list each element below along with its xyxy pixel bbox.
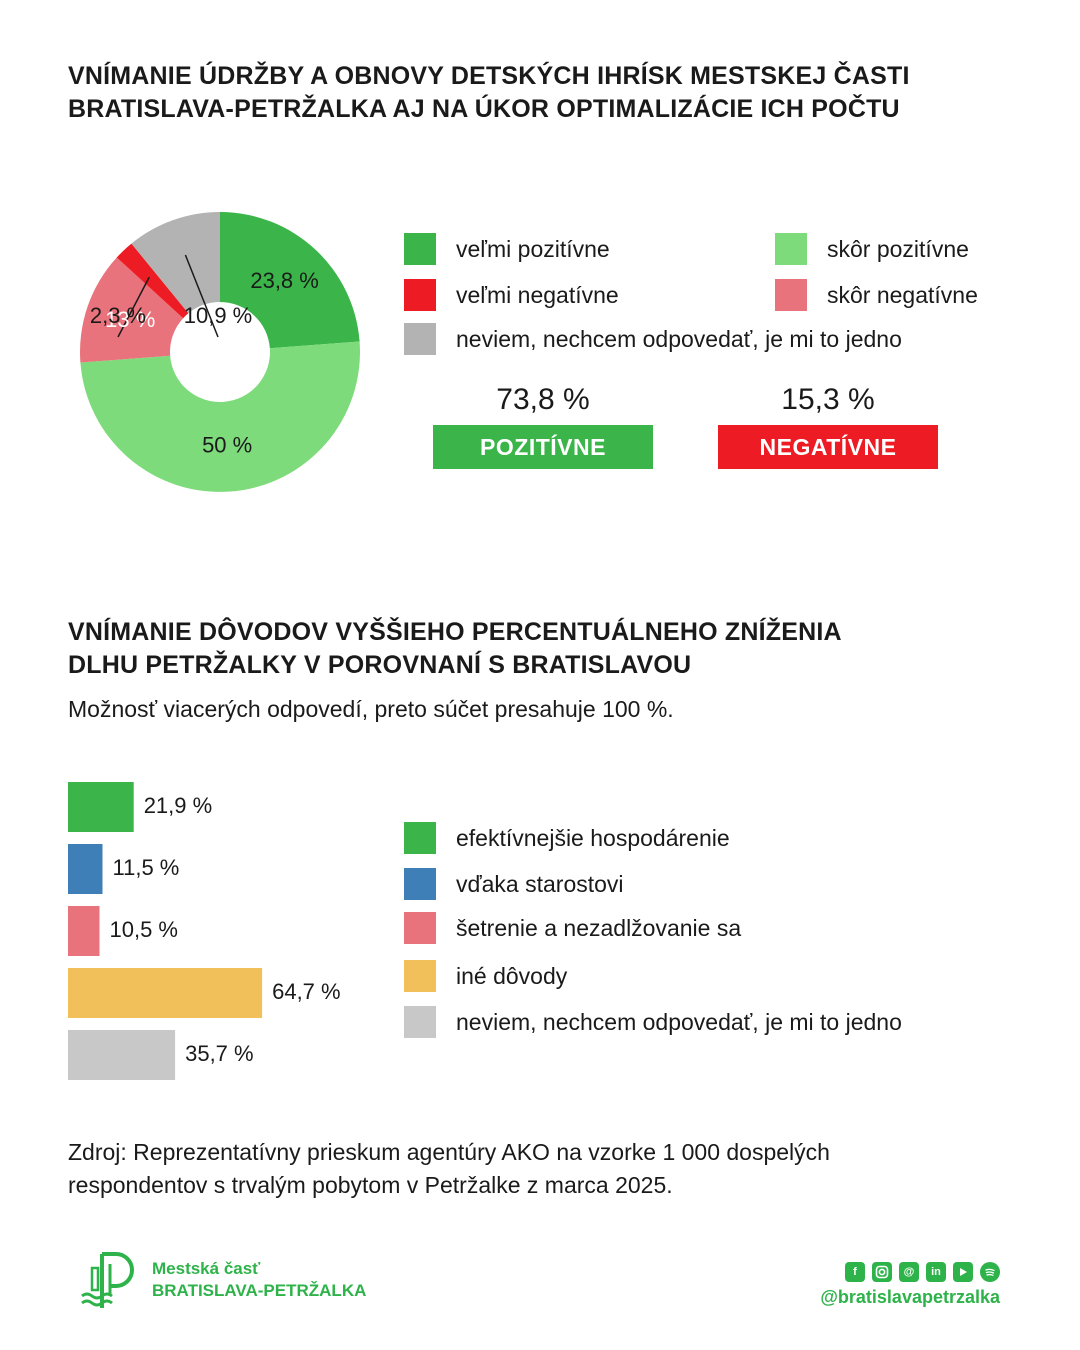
- legend-item-neviem: neviem, nechcem odpovedať, je mi to jedn…: [404, 323, 902, 355]
- donut-slice-velmi-negatívne: [116, 243, 189, 319]
- bar-starosta: [68, 844, 103, 894]
- social-icons: f @ in: [845, 1262, 1000, 1282]
- donut-leader-line: [184, 254, 219, 338]
- legend-item-ine-dovody: iné dôvody: [404, 960, 567, 992]
- legend-swatch: [404, 279, 436, 311]
- logo-text: Mestská časť BRATISLAVA-PETRŽALKA: [152, 1259, 367, 1300]
- donut-label-skor-negativne: 13 %: [105, 307, 155, 332]
- donut-label-velmi-pozitivne: 23,8 %: [250, 268, 319, 293]
- donut-chart: 23,8 % 50 % 13 %2,3 % 10,9 %: [80, 212, 360, 492]
- bar-chart: 21,9 % 11,5 % 10,5 % 64,7 % 35,7 %: [68, 782, 341, 1080]
- legend-swatch: [775, 233, 807, 265]
- legend-item-velmi-pozitivne: veľmi pozitívne: [404, 233, 610, 265]
- bar-label-neviem: 35,7 %: [185, 1041, 254, 1066]
- bar-label-ine-dovody: 64,7 %: [272, 979, 341, 1004]
- donut-label-neviem: 10,9 %: [184, 303, 253, 328]
- legend-swatch: [404, 233, 436, 265]
- legend-item-efektivnejsie: efektívnejšie hospodárenie: [404, 822, 730, 854]
- legend-item-velmi-negativne: veľmi negatívne: [404, 279, 619, 311]
- legend-swatch: [404, 868, 436, 900]
- donut-slice-velmi-pozitivne: [220, 212, 360, 349]
- threads-icon[interactable]: @: [899, 1262, 919, 1282]
- linkedin-icon[interactable]: in: [926, 1262, 946, 1282]
- negative-total-value: 15,3 %: [781, 383, 875, 416]
- legend-swatch: [404, 960, 436, 992]
- social-handle[interactable]: @bratislavapetrzalka: [820, 1287, 1000, 1307]
- district-logo[interactable]: Mestská časť BRATISLAVA-PETRŽALKA: [80, 1250, 366, 1310]
- section1-title: VNÍMANIE ÚDRŽBY A OBNOVY DETSKÝCH IHRÍSK…: [68, 62, 910, 123]
- source-note: Zdroj: Reprezentatívny prieskum agentúry…: [68, 1139, 830, 1198]
- legend-swatch: [404, 1006, 436, 1038]
- bar-efektivnejsie: [68, 782, 134, 832]
- legend-swatch: [404, 822, 436, 854]
- instagram-icon[interactable]: [872, 1262, 892, 1282]
- bar-ine-dovody: [68, 968, 263, 1018]
- donut-slice-skor-pozitivne: [80, 341, 360, 492]
- donut-label-skor-pozitivne: 50 %: [202, 433, 252, 458]
- legend-item-setrenie: šetrenie a nezadlžovanie sa: [404, 912, 741, 944]
- legend-swatch: [775, 279, 807, 311]
- section2-title: VNÍMANIE DÔVODOV VYŠŠIEHO PERCENTUÁLNEHO…: [68, 618, 842, 679]
- legend-swatch: [404, 323, 436, 355]
- spotify-icon[interactable]: [980, 1262, 1000, 1282]
- youtube-icon[interactable]: [953, 1262, 973, 1282]
- facebook-icon[interactable]: f: [845, 1262, 865, 1282]
- donut-leader-line: [117, 276, 150, 338]
- legend-item-skor-negativne: skôr negatívne: [775, 279, 978, 311]
- legend-swatch: [404, 912, 436, 944]
- bar-label-starosta: 11,5 %: [113, 855, 180, 880]
- negative-badge: NEGATÍVNE: [718, 425, 938, 469]
- positive-total-value: 73,8 %: [496, 383, 590, 416]
- petrzalka-logo-icon: [81, 1252, 134, 1308]
- bar-neviem: [68, 1030, 176, 1080]
- section2-subtitle: Možnosť viacerých odpovedí, preto súčet …: [68, 696, 674, 722]
- bar-label-efektivnejsie: 21,9 %: [144, 793, 213, 818]
- bar-label-setrenie: 10,5 %: [110, 917, 179, 942]
- legend-item-skor-pozitivne: skôr pozitívne: [775, 233, 969, 265]
- positive-badge: POZITÍVNE: [433, 425, 653, 469]
- donut-label-velmi-negatívne: 2,3 %: [90, 303, 146, 328]
- legend-item-neviem-2: neviem, nechcem odpovedať, je mi to jedn…: [404, 1006, 902, 1038]
- legend-item-starosta: vďaka starostovi: [404, 868, 624, 900]
- bar-setrenie: [68, 906, 100, 956]
